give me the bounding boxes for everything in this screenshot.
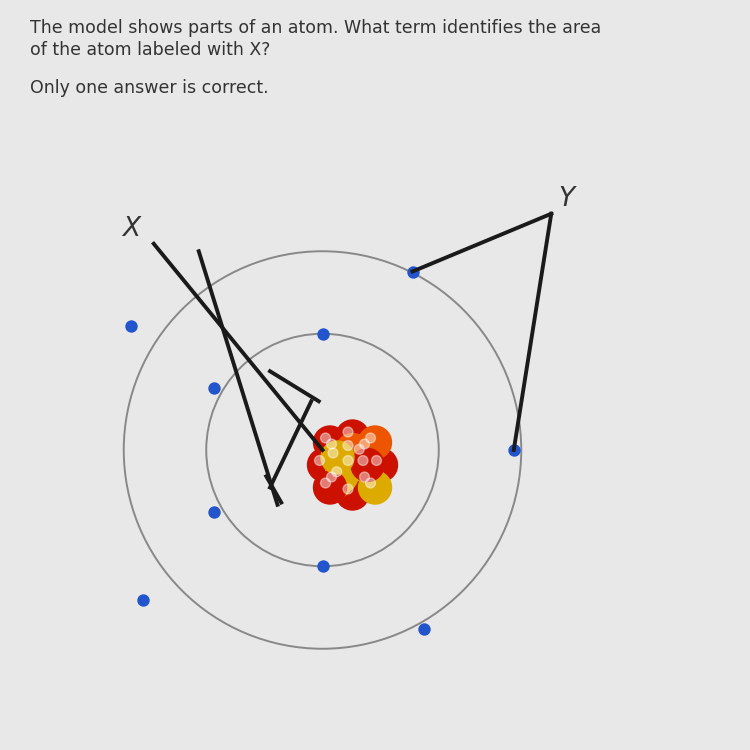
Circle shape (320, 433, 331, 443)
Circle shape (326, 472, 337, 482)
Circle shape (358, 471, 392, 504)
Text: Y: Y (558, 186, 574, 211)
Circle shape (314, 455, 325, 466)
Circle shape (321, 441, 354, 474)
Circle shape (351, 448, 384, 482)
Circle shape (332, 466, 342, 477)
Circle shape (359, 439, 370, 449)
Circle shape (336, 433, 369, 466)
Circle shape (320, 432, 352, 465)
Circle shape (328, 448, 338, 458)
Circle shape (343, 427, 353, 437)
Point (508, 444, 520, 456)
Circle shape (325, 460, 358, 493)
Circle shape (347, 437, 380, 470)
Circle shape (352, 432, 386, 465)
Circle shape (343, 455, 353, 466)
Point (406, 266, 418, 278)
Circle shape (314, 426, 346, 459)
Point (208, 506, 220, 518)
Circle shape (336, 477, 369, 510)
Circle shape (364, 448, 398, 482)
Circle shape (336, 420, 369, 453)
Point (136, 594, 148, 606)
Circle shape (359, 472, 370, 482)
Circle shape (343, 440, 353, 451)
Circle shape (343, 484, 353, 494)
Circle shape (352, 465, 386, 498)
Point (316, 560, 328, 572)
Circle shape (358, 426, 392, 459)
Circle shape (358, 455, 368, 466)
Circle shape (365, 433, 376, 443)
Circle shape (365, 478, 376, 488)
Circle shape (326, 439, 337, 449)
Text: The model shows parts of an atom. What term identifies the area: The model shows parts of an atom. What t… (30, 19, 602, 37)
Circle shape (336, 448, 369, 482)
Text: Only one answer is correct.: Only one answer is correct. (30, 79, 268, 97)
Circle shape (354, 444, 364, 454)
Text: X: X (122, 216, 140, 242)
Circle shape (308, 448, 340, 482)
Circle shape (371, 455, 382, 466)
Point (125, 320, 137, 332)
Circle shape (320, 465, 352, 498)
Point (208, 382, 220, 394)
Circle shape (314, 471, 346, 504)
Circle shape (320, 478, 331, 488)
Text: of the atom labeled with X?: of the atom labeled with X? (30, 41, 270, 59)
Point (316, 328, 328, 340)
Point (418, 622, 430, 634)
